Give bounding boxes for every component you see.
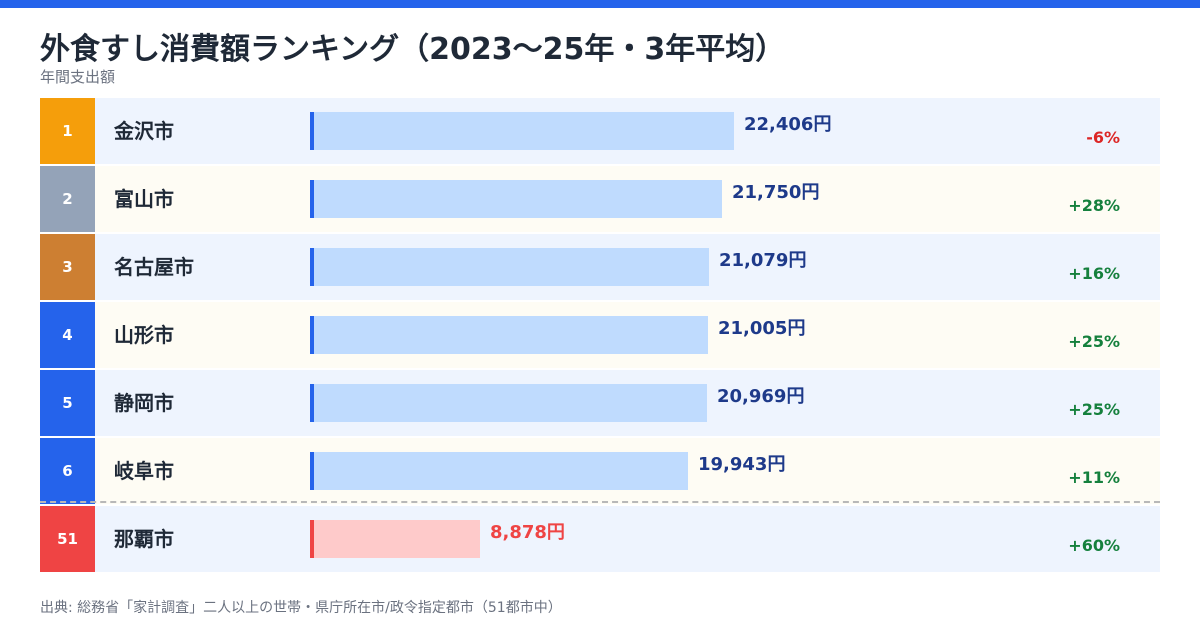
rank-badge: 51 (40, 506, 95, 572)
value-bar (314, 248, 709, 286)
change-label: -6% (1086, 128, 1120, 147)
change-label: +16% (1068, 264, 1120, 283)
value-label: 20,969円 (717, 386, 805, 407)
city-name: 富山市 (114, 187, 174, 211)
chart-title: 外食すし消費額ランキング（2023〜25年・3年平均） (40, 32, 786, 67)
ranking-row: 1 金沢市 22,406円 -6% (40, 98, 1160, 164)
value-bar (314, 452, 688, 490)
value-label: 21,750円 (732, 182, 820, 203)
bar-marker (310, 520, 314, 558)
rank-badge: 1 (40, 98, 95, 164)
value-label: 19,943円 (698, 454, 786, 475)
bar-marker (310, 180, 314, 218)
value-label: 21,079円 (719, 250, 807, 271)
rank-badge: 6 (40, 438, 95, 504)
value-bar (314, 316, 708, 354)
bar-marker (310, 316, 314, 354)
city-name: 那覇市 (114, 527, 174, 551)
change-label: +28% (1068, 196, 1120, 215)
city-name: 山形市 (114, 323, 174, 347)
value-bar (314, 384, 707, 422)
ranking-row: 51 那覇市 8,878円 +60% (40, 506, 1160, 572)
ranking-divider (40, 501, 1160, 503)
value-label: 21,005円 (718, 318, 806, 339)
rank-badge: 5 (40, 370, 95, 436)
ranking-row: 6 岐阜市 19,943円 +11% (40, 438, 1160, 504)
city-name: 金沢市 (114, 119, 174, 143)
rank-badge: 4 (40, 302, 95, 368)
value-label: 8,878円 (490, 522, 565, 543)
change-label: +25% (1068, 332, 1120, 351)
ranking-row: 5 静岡市 20,969円 +25% (40, 370, 1160, 436)
rank-badge: 3 (40, 234, 95, 300)
bar-marker (310, 248, 314, 286)
source-note: 出典: 総務省「家計調査」二人以上の世帯・県庁所在市/政令指定都市（51都市中） (40, 600, 562, 616)
ranking-row: 2 富山市 21,750円 +28% (40, 166, 1160, 232)
change-label: +60% (1068, 536, 1120, 555)
bar-marker (310, 112, 314, 150)
value-bar (314, 520, 480, 558)
bar-marker (310, 384, 314, 422)
city-name: 岐阜市 (114, 459, 174, 483)
chart-subtitle: 年間支出額 (40, 68, 116, 86)
ranking-row: 4 山形市 21,005円 +25% (40, 302, 1160, 368)
value-bar (314, 180, 722, 218)
city-name: 静岡市 (114, 391, 174, 415)
bar-marker (310, 452, 314, 490)
value-label: 22,406円 (744, 114, 832, 135)
ranking-row: 3 名古屋市 21,079円 +16% (40, 234, 1160, 300)
value-bar (314, 112, 734, 150)
rank-badge: 2 (40, 166, 95, 232)
change-label: +11% (1068, 468, 1120, 487)
top-accent-bar (0, 0, 1200, 8)
change-label: +25% (1068, 400, 1120, 419)
city-name: 名古屋市 (114, 255, 194, 279)
